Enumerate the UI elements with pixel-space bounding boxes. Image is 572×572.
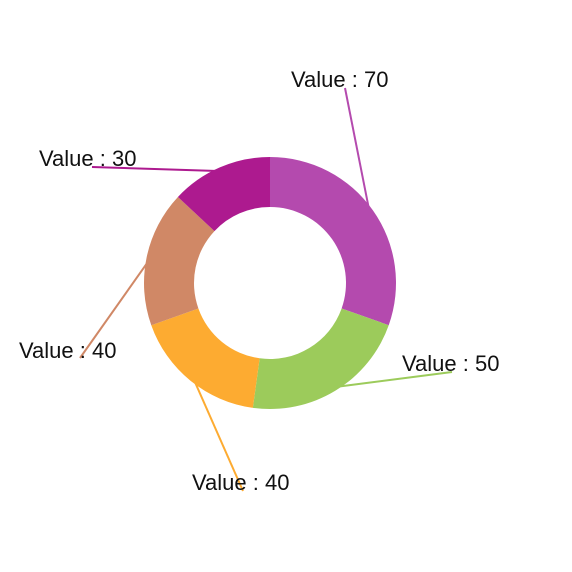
leader-lines-group	[79, 87, 453, 492]
slices-group	[144, 157, 397, 409]
slice-2	[252, 308, 389, 409]
leader-line-3	[192, 377, 244, 492]
slice-4	[144, 196, 215, 326]
slice-5	[177, 157, 270, 232]
slice-3	[151, 308, 260, 408]
slice-1	[270, 157, 397, 326]
slice-label-2: Value : 50	[402, 351, 499, 376]
slice-label-3: Value : 40	[192, 470, 289, 495]
slice-label-1: Value : 70	[291, 67, 388, 92]
slice-label-5: Value : 30	[39, 146, 136, 171]
labels-group: Value : 70 Value : 50 Value : 40 Value : 40…	[19, 67, 499, 495]
leader-line-5	[91, 166, 222, 173]
leader-line-2	[333, 371, 453, 389]
leader-line-4	[79, 257, 152, 359]
slice-label-4: Value : 40	[19, 338, 116, 363]
leader-line-1	[344, 87, 371, 213]
